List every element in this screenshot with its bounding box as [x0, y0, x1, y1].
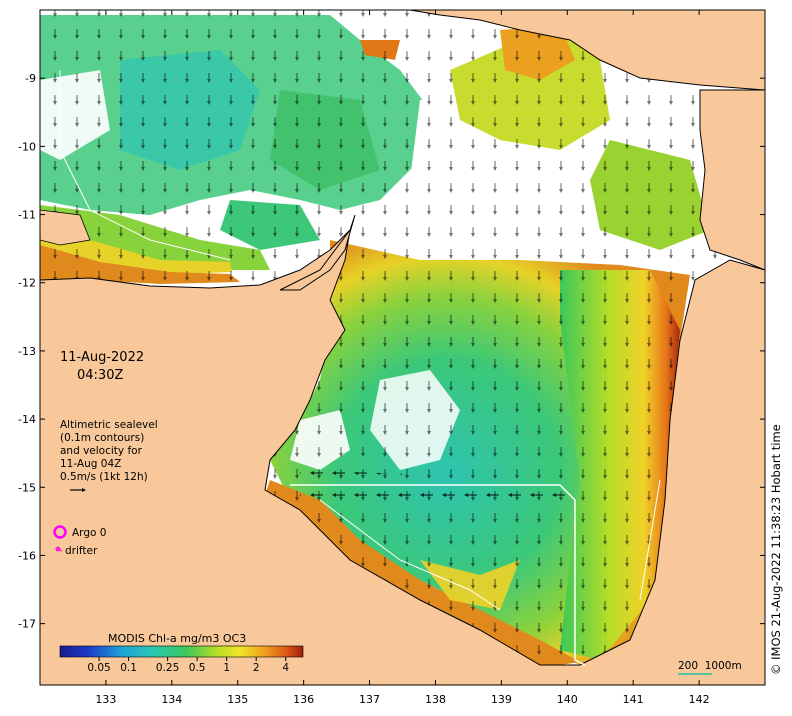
- longitude-axis: 133 134 135 136 137 138 139 140 141 142: [95, 10, 710, 706]
- lon-tick-label: 133: [95, 693, 116, 706]
- lat-tick-label: -17: [18, 618, 36, 631]
- lon-tick-label: 141: [623, 693, 644, 706]
- map-time: 04:30Z: [77, 368, 123, 383]
- copyright-notice: © IMOS 21-Aug-2022 11:38:23 Hobart time: [769, 424, 783, 675]
- lon-tick-label: 142: [689, 693, 710, 706]
- plot-frame: [39, 9, 766, 686]
- lon-tick-label: 138: [425, 693, 446, 706]
- australia-landmass: [40, 228, 765, 685]
- drifter-label: drifter: [65, 545, 98, 557]
- lon-tick-label: 139: [491, 693, 512, 706]
- argo-float-icon: [53, 525, 67, 539]
- scale-label: 200 1000m: [678, 660, 742, 672]
- argo-label: Argo 0: [72, 527, 106, 539]
- lat-tick-label: -10: [18, 140, 36, 153]
- lat-tick-label: -11: [18, 209, 36, 222]
- lat-tick-label: -9: [25, 72, 36, 85]
- melville-tiwi-island: [279, 214, 356, 291]
- colorbar-tick-label: 0.05: [87, 662, 110, 674]
- latitude-axis: -9 -10 -11 -12 -13 -14 -15 -16 -17: [18, 72, 765, 631]
- colorbar-tick-label: 2: [253, 662, 260, 674]
- lat-tick-label: -12: [18, 277, 36, 290]
- lon-tick-label: 137: [359, 693, 380, 706]
- lat-tick-label: -13: [18, 345, 36, 358]
- lat-tick-label: -15: [18, 481, 36, 494]
- distance-scale: 200 1000m: [678, 660, 742, 675]
- platform-legend: Argo 0 drifter: [53, 525, 106, 557]
- colorbar-title: MODIS Chl-a mg/m3 OC3: [108, 632, 246, 645]
- lon-tick-label: 140: [557, 693, 578, 706]
- map-date: 11-Aug-2022: [60, 350, 144, 365]
- new-guinea-landmass: [409, 10, 765, 91]
- lat-tick-label: -14: [18, 413, 36, 426]
- alti-line: 0.5m/s (1kt 12h): [60, 471, 148, 483]
- colorbar-tick-label: 0.25: [156, 662, 179, 674]
- colorbar: MODIS Chl-a mg/m3 OC3 0.05 0.1 0.25 0.5 1 2 4: [59, 632, 304, 674]
- lon-tick-label: 136: [293, 693, 314, 706]
- velocity-scale-arrow-icon: [70, 488, 86, 492]
- alti-line: (0.1m contours): [60, 432, 144, 444]
- colorbar-gradient: [59, 645, 304, 658]
- alti-line: Altimetric sealevel: [60, 419, 158, 431]
- map-plot-area: [40, 10, 765, 685]
- colorbar-tick-label: 0.1: [120, 662, 137, 674]
- lat-tick-label: -16: [18, 549, 36, 562]
- colorbar-tick-label: 1: [223, 662, 230, 674]
- lon-tick-label: 134: [161, 693, 182, 706]
- colorbar-tick-label: 0.5: [189, 662, 206, 674]
- altimetry-legend: Altimetric sealevel (0.1m contours) and …: [60, 419, 158, 492]
- cape-york: [699, 89, 765, 271]
- alti-line: and velocity for: [60, 445, 143, 457]
- drifter-icon: [55, 546, 63, 552]
- colorbar-tick-label: 4: [282, 662, 289, 674]
- lon-tick-label: 135: [227, 693, 248, 706]
- alti-line: 11-Aug 04Z: [60, 458, 121, 470]
